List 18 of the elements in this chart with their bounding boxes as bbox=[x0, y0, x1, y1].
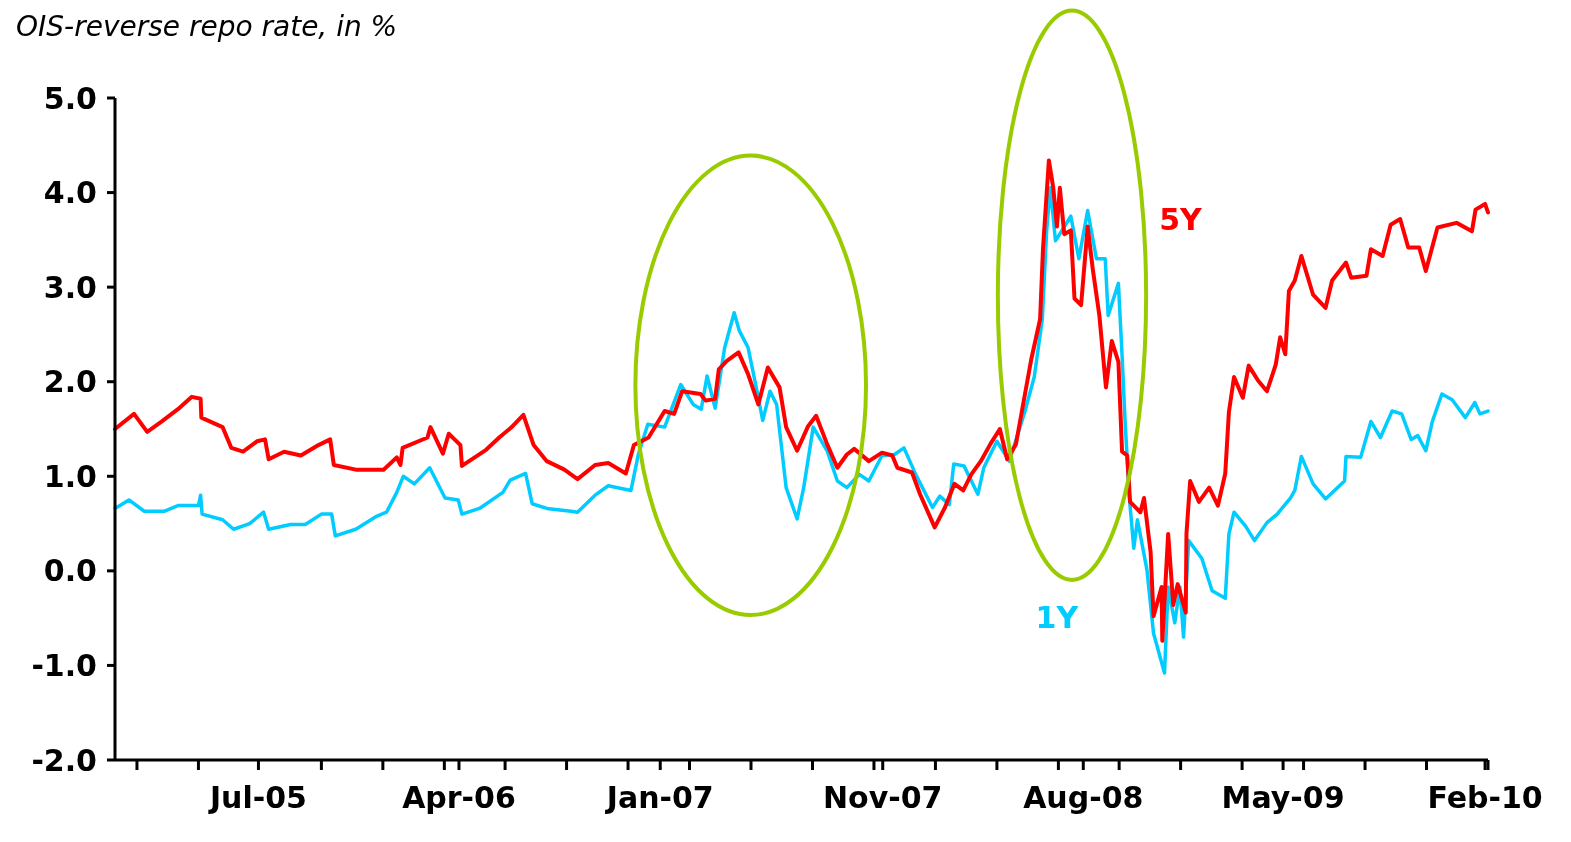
y-tick-label: -1.0 bbox=[31, 647, 97, 683]
x-tick-label: Jul-05 bbox=[207, 780, 307, 815]
x-tick-label: May-09 bbox=[1221, 780, 1345, 815]
text: 1Y bbox=[1035, 599, 1080, 635]
x-tick-label: Apr-06 bbox=[402, 780, 516, 815]
y-tick-label: 4.0 bbox=[43, 175, 97, 211]
x-tick-label: Nov-07 bbox=[823, 780, 943, 815]
y-tick-label: 0.0 bbox=[43, 553, 97, 589]
y-tick-label: 1.0 bbox=[43, 458, 97, 494]
y-axis-title: OIS-reverse repo rate, in % bbox=[16, 10, 398, 43]
x-tick-label: Aug-08 bbox=[1023, 780, 1144, 815]
y-tick-label: -2.0 bbox=[31, 742, 97, 778]
y-tick-label: 5.0 bbox=[43, 80, 97, 116]
text: 5Y bbox=[1159, 202, 1204, 238]
y-tick-label: 2.0 bbox=[43, 364, 97, 400]
x-tick-label: Feb-10 bbox=[1427, 780, 1543, 815]
x-tick-label: Jan-07 bbox=[604, 780, 714, 815]
y-tick-label: 3.0 bbox=[43, 269, 97, 305]
